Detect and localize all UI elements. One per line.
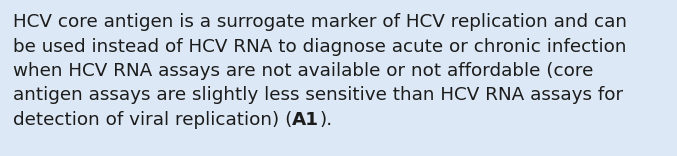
Text: ).: ). [320,111,332,129]
Text: detection of viral replication) (: detection of viral replication) ( [13,111,292,129]
Text: HCV core antigen is a surrogate marker of HCV replication and can: HCV core antigen is a surrogate marker o… [13,13,627,31]
Text: when HCV RNA assays are not available or not affordable (core: when HCV RNA assays are not available or… [13,62,593,80]
Text: A1: A1 [292,111,320,129]
Text: be used instead of HCV RNA to diagnose acute or chronic infection: be used instead of HCV RNA to diagnose a… [13,37,626,56]
Text: antigen assays are slightly less sensitive than HCV RNA assays for: antigen assays are slightly less sensiti… [13,86,623,105]
